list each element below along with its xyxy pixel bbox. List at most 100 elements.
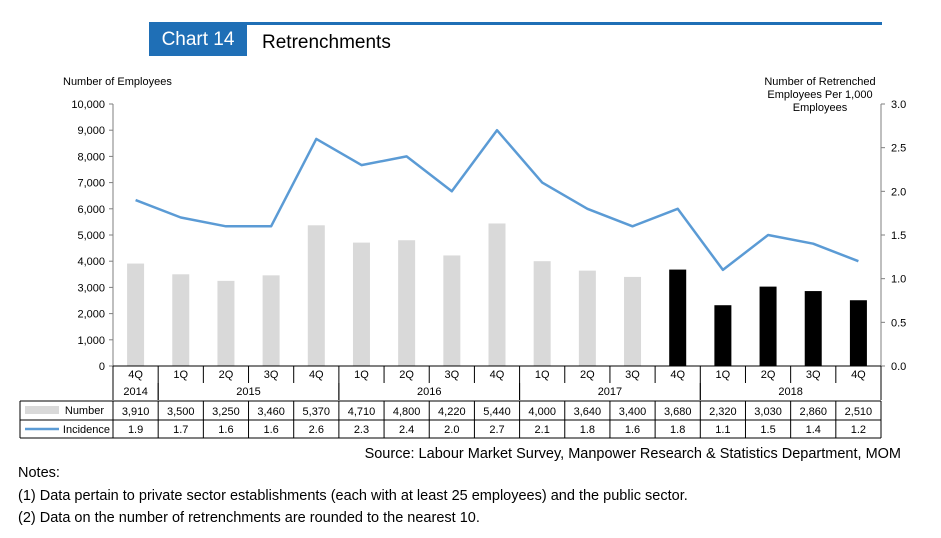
bar [352,242,370,366]
bar [488,223,506,366]
left-tick-label: 4,000 [77,256,105,268]
right-tick-label: 0.0 [891,361,906,373]
incidence-value-label: 2.4 [399,424,414,436]
bar [624,276,642,366]
incidence-value-label: 1.6 [263,424,278,436]
bar [307,225,325,366]
quarter-label: 4Q [490,369,505,381]
chart-header: Chart 14 Retrenchments [0,0,941,60]
incidence-value-label: 2.1 [535,424,550,436]
incidence-value-label: 1.1 [715,424,730,436]
right-axis-title-line: Number of Retrenched [764,76,875,88]
year-label: 2016 [417,386,441,398]
quarter-label: 3Q [806,369,821,381]
note-item-2: (2) Data on the number of retrenchments … [18,510,480,526]
quarter-label: 2Q [580,369,595,381]
bar-value-label: 3,640 [574,406,602,418]
bar-value-label: 5,370 [303,406,331,418]
notes-block: Notes: (1) Data pertain to private secto… [18,462,688,530]
left-tick-label: 1,000 [77,335,105,347]
bar-value-label: 3,460 [257,406,285,418]
bar [262,275,280,366]
quarter-label: 2Q [219,369,234,381]
year-label: 2018 [778,386,802,398]
bar [578,270,596,366]
quarter-label: 4Q [309,369,324,381]
chart-number-badge: Chart 14 [149,24,247,56]
bar-value-label: 2,320 [709,406,737,418]
left-tick-label: 2,000 [77,309,105,321]
quarter-label: 4Q [670,369,685,381]
quarter-label: 4Q [851,369,866,381]
incidence-value-label: 1.5 [760,424,775,436]
bar [172,274,190,366]
bar [714,305,732,366]
bar [849,300,867,366]
quarter-label: 2Q [761,369,776,381]
incidence-value-label: 2.0 [444,424,459,436]
bar-value-label: 4,220 [438,406,466,418]
left-tick-label: 7,000 [77,178,105,190]
notes-heading: Notes: [18,465,60,481]
bar-value-label: 2,510 [845,406,873,418]
legend-label-incidence: Incidence [63,424,110,436]
incidence-value-label: 2.7 [489,424,504,436]
bar-value-label: 4,800 [393,406,421,418]
quarter-label: 4Q [128,369,143,381]
chart-title: Retrenchments [262,32,391,53]
quarter-label: 3Q [444,369,459,381]
bar-value-label: 5,440 [483,406,511,418]
incidence-value-label: 1.4 [806,424,821,436]
right-tick-label: 2.5 [891,143,906,155]
quarter-label: 1Q [354,369,369,381]
legend-label-number: Number [65,405,104,417]
bar-value-label: 4,000 [528,406,556,418]
bar-value-label: 2,860 [799,406,827,418]
right-tick-label: 1.5 [891,230,906,242]
incidence-value-label: 1.8 [580,424,595,436]
left-tick-label: 9,000 [77,125,105,137]
right-tick-label: 3.0 [891,99,906,111]
right-tick-label: 2.0 [891,186,906,198]
left-axis-title: Number of Employees [63,76,172,88]
quarter-label: 3Q [264,369,279,381]
year-label: 2017 [598,386,622,398]
incidence-line [135,128,859,272]
bar [804,291,822,366]
quarter-label: 1Q [716,369,731,381]
left-tick-label: 5,000 [77,230,105,242]
incidence-value-label: 1.7 [173,424,188,436]
bar [533,261,551,366]
quarter-label: 3Q [625,369,640,381]
incidence-value-label: 1.2 [851,424,866,436]
source-note: Source: Labour Market Survey, Manpower R… [364,446,901,462]
right-axis-title-line: Employees Per 1,000 [767,89,872,101]
bar-value-label: 3,400 [619,406,647,418]
bar [398,240,416,366]
incidence-value-label: 2.3 [354,424,369,436]
left-tick-label: 3,000 [77,282,105,294]
bar-value-label: 3,250 [212,406,240,418]
incidence-value-label: 1.6 [625,424,640,436]
left-tick-label: 6,000 [77,204,105,216]
bar [669,269,687,366]
year-label: 2014 [123,386,147,398]
bar [759,286,777,366]
quarter-label: 1Q [535,369,550,381]
incidence-value-label: 1.6 [218,424,233,436]
incidence-value-label: 2.6 [309,424,324,436]
bar-value-label: 4,710 [348,406,376,418]
bar-value-label: 3,500 [167,406,195,418]
quarter-label: 1Q [173,369,188,381]
header-rule [149,22,882,25]
incidence-value-label: 1.8 [670,424,685,436]
left-tick-label: 0 [99,361,105,373]
bar [217,280,235,366]
right-tick-label: 0.5 [891,317,906,329]
left-tick-label: 10,000 [71,99,105,111]
right-tick-label: 1.0 [891,274,906,286]
bar [443,255,461,366]
year-label: 2015 [236,386,260,398]
bar-value-label: 3,680 [664,406,692,418]
chart-figure: Number of Employees Number of RetrenchedE… [19,76,906,439]
